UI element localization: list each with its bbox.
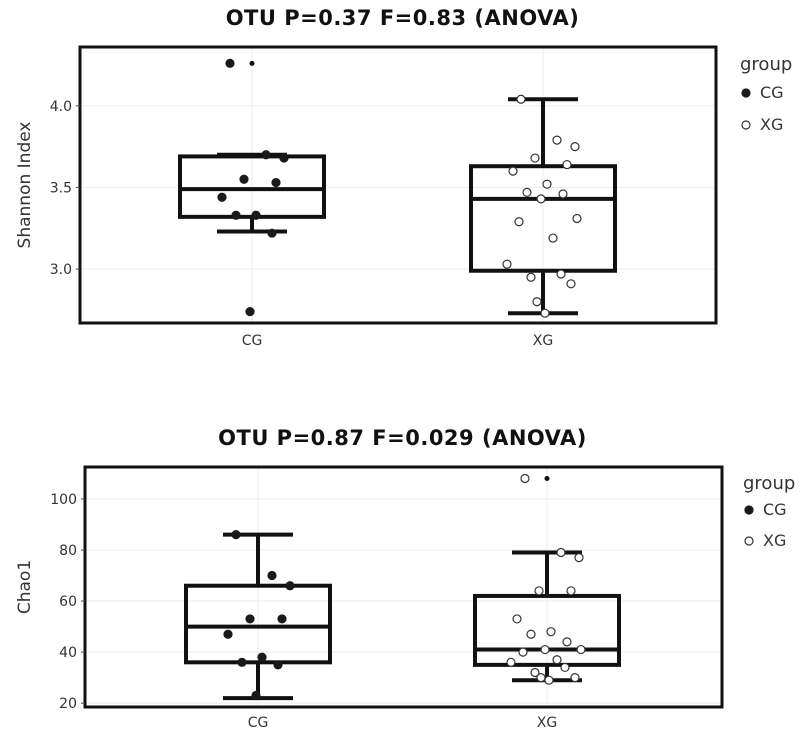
legend-marker-xg — [744, 536, 754, 546]
data-point-xg — [518, 647, 528, 657]
x-tick-label: CG — [242, 333, 263, 349]
y-tick-label: 100 — [50, 492, 77, 508]
data-point-xg — [502, 259, 512, 269]
chart-title: OTU P=0.37 F=0.83 (ANOVA) — [225, 6, 580, 30]
legend-marker-cg — [744, 505, 754, 515]
data-point-xg — [540, 308, 550, 318]
data-point-xg — [572, 213, 582, 224]
data-point-xg — [532, 297, 542, 307]
data-point-cg — [277, 614, 287, 624]
data-point-xg — [514, 217, 524, 227]
data-point-xg — [516, 94, 526, 104]
legend-label-xg: XG — [763, 531, 786, 550]
data-point-cg — [225, 58, 235, 68]
data-point-xg — [512, 614, 522, 624]
plot-border — [83, 465, 724, 709]
data-point-xg — [552, 655, 562, 665]
y-tick-label: 20 — [59, 696, 77, 712]
data-point-cg — [231, 530, 241, 540]
data-point-xg — [522, 187, 532, 197]
y-tick-label: 3.0 — [50, 262, 72, 278]
data-point-xg — [562, 159, 572, 170]
outlier-point — [249, 60, 255, 66]
data-point-cg — [239, 174, 249, 184]
data-point-cg — [231, 210, 241, 220]
legend-label-cg: CG — [760, 83, 784, 102]
legend-title: group — [743, 473, 795, 494]
y-axis-label: Chao1 — [15, 560, 35, 614]
data-point-xg — [526, 629, 536, 639]
data-point-cg — [285, 581, 295, 591]
box-cg — [184, 583, 332, 665]
y-tick-label: 40 — [59, 645, 77, 661]
data-point-xg — [548, 233, 558, 243]
legend-marker-cg — [741, 88, 751, 98]
legend-label-cg: CG — [763, 500, 787, 519]
data-point-xg — [574, 553, 584, 563]
data-point-xg — [526, 272, 536, 282]
data-point-xg — [576, 644, 586, 655]
data-point-cg — [261, 150, 271, 160]
legend-marker-xg — [741, 120, 751, 130]
data-point-xg — [536, 194, 546, 204]
data-point-xg — [562, 637, 572, 647]
y-tick-label: 4.0 — [50, 99, 72, 115]
data-point-cg — [251, 210, 261, 220]
data-point-xg — [552, 135, 562, 145]
data-point-xg — [530, 153, 540, 163]
data-point-xg — [544, 675, 554, 685]
data-point-xg — [542, 179, 552, 189]
data-point-xg — [520, 473, 530, 484]
data-point-xg — [566, 586, 576, 596]
data-point-xg — [506, 657, 516, 667]
data-point-xg — [570, 673, 580, 683]
data-point-cg — [217, 192, 227, 202]
data-point-xg — [508, 166, 518, 176]
data-point-cg — [223, 629, 233, 639]
y-tick-label: 3.5 — [50, 180, 72, 196]
data-point-xg — [536, 673, 546, 683]
data-point-cg — [267, 228, 277, 238]
x-tick-label: CG — [248, 715, 269, 731]
data-point-cg — [237, 657, 247, 667]
data-point-cg — [267, 570, 277, 581]
data-point-xg — [530, 667, 540, 678]
data-point-cg — [257, 652, 267, 662]
y-tick-label: 60 — [59, 594, 77, 610]
data-point-xg — [556, 547, 566, 558]
x-tick-label: XG — [533, 333, 553, 349]
outlier-point — [544, 475, 550, 481]
data-point-xg — [556, 269, 566, 279]
data-point-xg — [540, 644, 550, 655]
data-point-cg — [273, 660, 283, 670]
data-point-cg — [245, 306, 255, 317]
data-point-xg — [570, 142, 580, 152]
data-point-xg — [546, 627, 556, 637]
chart-title: OTU P=0.87 F=0.029 (ANOVA) — [218, 426, 587, 450]
box-xg — [469, 164, 617, 273]
data-point-xg — [534, 586, 544, 596]
box-xg — [473, 593, 621, 667]
data-point-cg — [245, 614, 255, 624]
x-tick-label: XG — [537, 715, 557, 731]
y-axis-label: Shannon Index — [15, 122, 35, 249]
data-point-xg — [566, 279, 576, 289]
chart-shannon: OTU P=0.37 F=0.83 (ANOVA) 3.0 3.5 4.0 CG XG S… — [0, 0, 805, 360]
plot-border — [78, 45, 718, 325]
legend-title: group — [740, 54, 792, 75]
data-point-xg — [560, 662, 570, 673]
data-point-cg — [271, 177, 281, 188]
data-point-cg — [251, 690, 261, 701]
data-point-cg — [279, 153, 289, 163]
y-tick-label: 80 — [59, 543, 77, 559]
legend-label-xg: XG — [760, 115, 783, 134]
data-point-xg — [558, 189, 568, 199]
shannon-plot: 3.0 3.5 4.0 CG XG Shannon Index group CG XG — [15, 45, 792, 349]
